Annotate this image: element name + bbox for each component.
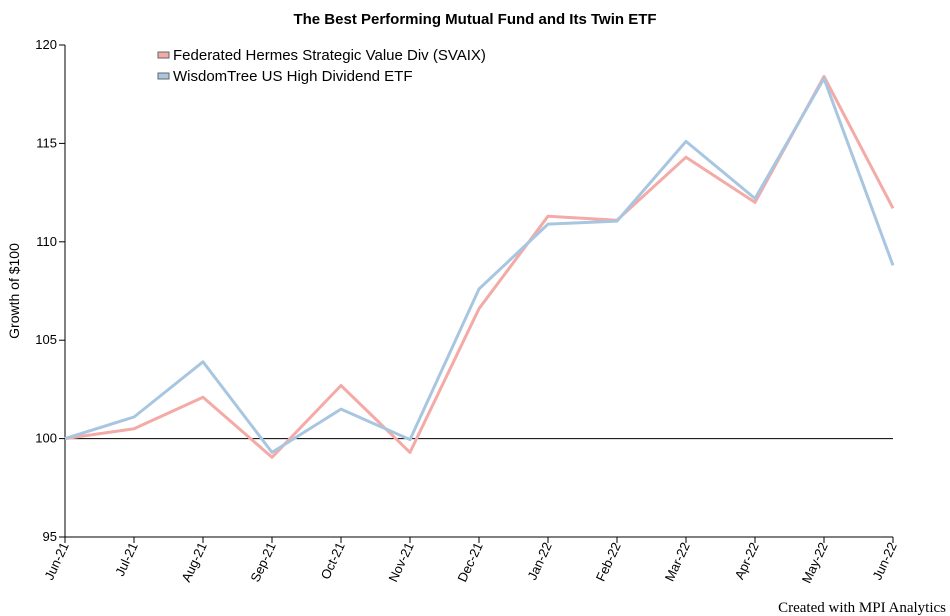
- x-tick-label: Mar-22: [662, 540, 693, 584]
- y-tick-label: 100: [35, 431, 57, 446]
- credit-text: Created with MPI Analytics: [778, 600, 946, 616]
- legend-label-2: WisdomTree US High Dividend ETF: [173, 68, 413, 85]
- series-line-2: [64, 77, 895, 454]
- x-tick-label: Dec-21: [454, 540, 485, 584]
- x-tick-label: Sep-21: [247, 540, 278, 584]
- chart-title: The Best Performing Mutual Fund and Its …: [293, 11, 656, 28]
- x-tick-label: Nov-21: [385, 540, 416, 584]
- x-tick-label: Feb-22: [593, 540, 624, 584]
- legend: Federated Hermes Strategic Value Div (SV…: [157, 47, 486, 85]
- series-group: [64, 75, 895, 459]
- legend-swatch-1: [157, 51, 170, 59]
- legend-swatch-2: [157, 72, 170, 80]
- x-tick-label: Jan-22: [524, 540, 554, 582]
- x-tick-label: May-22: [799, 540, 831, 586]
- x-tick-label: Jun-21: [41, 540, 71, 582]
- y-tick-label: 115: [36, 135, 57, 150]
- x-tick-label: Jul-21: [112, 540, 141, 578]
- x-tick-label: Oct-21: [318, 540, 348, 582]
- y-axis-title: Growth of $100: [6, 243, 22, 339]
- x-tick-label: Apr-22: [732, 540, 762, 582]
- y-tick-label: 120: [35, 37, 57, 52]
- x-tick-label: Aug-21: [178, 540, 209, 584]
- y-tick-label: 110: [36, 234, 57, 249]
- legend-label-1: Federated Hermes Strategic Value Div (SV…: [173, 47, 486, 64]
- x-tick-label: Jun-22: [869, 540, 899, 582]
- series-line-1: [64, 75, 895, 459]
- y-tick-label: 95: [43, 529, 57, 544]
- y-tick-label: 105: [35, 332, 57, 347]
